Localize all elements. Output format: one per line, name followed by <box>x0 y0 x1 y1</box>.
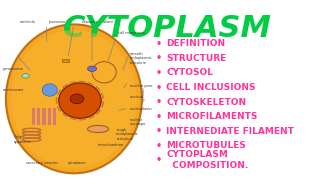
Text: centriolo: centriolo <box>20 20 36 24</box>
Bar <box>32 108 35 125</box>
Text: •: • <box>156 68 162 78</box>
Text: CYTOSOL: CYTOSOL <box>166 68 213 77</box>
Text: mitochondrion: mitochondrion <box>98 143 124 147</box>
Text: MICROTUBULES: MICROTUBULES <box>166 141 246 150</box>
Text: ribosomo: ribosomo <box>82 20 98 24</box>
Text: lysosomo: lysosomo <box>48 20 65 24</box>
Text: smooth
endoplasmic
reticulum: smooth endoplasmic reticulum <box>130 51 152 65</box>
Text: CYTOPLASM
  COMPOSITION.: CYTOPLASM COMPOSITION. <box>166 150 248 170</box>
Text: CYTOPLASM: CYTOPLASM <box>63 14 272 43</box>
Bar <box>43 108 45 125</box>
Ellipse shape <box>6 24 142 173</box>
Text: secretory vesicles: secretory vesicles <box>26 161 58 165</box>
Text: •: • <box>156 39 162 49</box>
Text: cell membrano: cell membrano <box>118 31 145 35</box>
Ellipse shape <box>59 83 101 118</box>
Bar <box>53 108 56 125</box>
Ellipse shape <box>22 74 29 78</box>
Text: •: • <box>156 53 162 64</box>
Text: CYTOSKELETON: CYTOSKELETON <box>166 98 246 107</box>
Text: STRUCTURE: STRUCTURE <box>166 54 226 63</box>
Text: nuclear pore: nuclear pore <box>130 84 152 88</box>
Text: centrosome: centrosome <box>3 88 24 92</box>
Text: rough
endoplasmic
reticulum: rough endoplasmic reticulum <box>116 128 139 141</box>
Text: DEFINITION: DEFINITION <box>166 39 225 48</box>
Text: cytoplasm: cytoplasm <box>68 161 86 165</box>
Text: MICROFILAMENTS: MICROFILAMENTS <box>166 112 258 121</box>
Ellipse shape <box>87 66 97 71</box>
Text: •: • <box>156 155 162 165</box>
Text: peroxisome: peroxisome <box>3 67 24 71</box>
Text: cilium: cilium <box>103 20 113 24</box>
Ellipse shape <box>42 84 57 96</box>
Text: •: • <box>156 141 162 151</box>
Text: •: • <box>156 82 162 93</box>
Text: •: • <box>156 97 162 107</box>
Text: Golgi
apparatus: Golgi apparatus <box>13 135 31 144</box>
Bar <box>37 108 40 125</box>
Text: •: • <box>156 112 162 122</box>
Ellipse shape <box>11 30 137 168</box>
Text: •: • <box>156 126 162 136</box>
Text: nuclear
envelope: nuclear envelope <box>130 118 146 126</box>
Text: CELL INCLUSIONS: CELL INCLUSIONS <box>166 83 256 92</box>
Text: nucleus: nucleus <box>130 95 144 99</box>
Text: nucleoplasm: nucleoplasm <box>130 107 152 111</box>
Text: INTERNEDIATE FILAMENT: INTERNEDIATE FILAMENT <box>166 127 294 136</box>
Text: cytosol: cytosol <box>141 86 145 101</box>
Ellipse shape <box>70 94 84 104</box>
Bar <box>48 108 51 125</box>
Bar <box>62 59 69 62</box>
Ellipse shape <box>87 125 109 132</box>
